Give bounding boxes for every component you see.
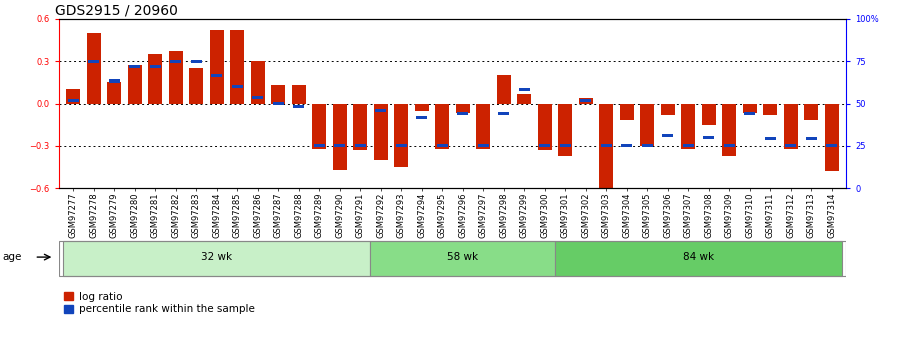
Bar [416, 116, 427, 119]
Bar [312, 104, 327, 149]
Bar [826, 144, 837, 147]
Bar [232, 85, 243, 88]
Bar [435, 104, 450, 149]
Bar [332, 104, 347, 170]
Bar [414, 104, 429, 110]
Legend: log ratio, percentile rank within the sample: log ratio, percentile rank within the sa… [64, 292, 254, 314]
Bar [599, 104, 614, 191]
Bar [68, 99, 79, 102]
Bar [129, 65, 140, 68]
Bar [539, 144, 550, 147]
Bar [786, 144, 796, 147]
Bar [578, 98, 593, 104]
Bar [189, 68, 204, 104]
Bar [293, 105, 304, 108]
Bar [107, 82, 121, 104]
Bar [724, 144, 735, 147]
Bar [63, 241, 370, 276]
Bar [271, 85, 285, 104]
Bar [662, 134, 673, 137]
Bar [376, 109, 386, 112]
Bar [478, 144, 489, 147]
Bar [87, 33, 100, 104]
Bar [334, 144, 345, 147]
Bar [784, 104, 798, 149]
Bar [558, 104, 573, 156]
Bar [251, 61, 265, 104]
Bar [517, 93, 531, 104]
Bar [170, 60, 181, 63]
Bar [394, 104, 408, 167]
Bar [457, 112, 468, 115]
Bar [640, 104, 654, 146]
Bar [560, 144, 571, 147]
Bar [168, 51, 183, 104]
Bar [499, 112, 510, 115]
Bar [230, 30, 244, 104]
Bar [805, 104, 818, 120]
Bar [620, 104, 634, 120]
Bar [455, 104, 470, 114]
Bar [272, 102, 283, 105]
Text: 32 wk: 32 wk [201, 252, 233, 262]
Bar [538, 104, 552, 150]
Bar [824, 104, 839, 171]
Bar [109, 79, 119, 82]
Bar [580, 99, 591, 102]
Bar [745, 112, 755, 115]
Bar [395, 144, 406, 147]
Bar [683, 144, 693, 147]
Bar [150, 65, 160, 68]
Bar [210, 30, 224, 104]
Bar [314, 144, 325, 147]
Bar [252, 96, 263, 99]
Bar [765, 137, 776, 140]
Bar [374, 104, 388, 160]
Bar [291, 85, 306, 104]
Bar [622, 144, 633, 147]
Bar [66, 89, 81, 104]
Bar [763, 104, 777, 115]
Bar [681, 104, 695, 149]
Bar [661, 104, 675, 115]
Bar [601, 144, 612, 147]
Bar [59, 241, 846, 276]
Bar [355, 144, 366, 147]
Bar [476, 104, 491, 149]
Bar [555, 241, 842, 276]
Bar [497, 75, 511, 103]
Bar [806, 137, 816, 140]
Text: GDS2915 / 20960: GDS2915 / 20960 [55, 4, 177, 18]
Bar [89, 60, 99, 63]
Text: age: age [3, 252, 22, 262]
Bar [191, 60, 202, 63]
Bar [370, 241, 555, 276]
Bar [128, 66, 142, 104]
Bar [722, 104, 737, 156]
Text: 84 wk: 84 wk [683, 252, 714, 262]
Bar [519, 88, 529, 91]
Bar [703, 136, 714, 139]
Bar [701, 104, 716, 125]
Bar [437, 144, 448, 147]
Bar [353, 104, 367, 150]
Text: 58 wk: 58 wk [447, 252, 479, 262]
Bar [148, 54, 162, 104]
Bar [642, 144, 653, 147]
Bar [743, 104, 757, 114]
Bar [212, 74, 222, 77]
